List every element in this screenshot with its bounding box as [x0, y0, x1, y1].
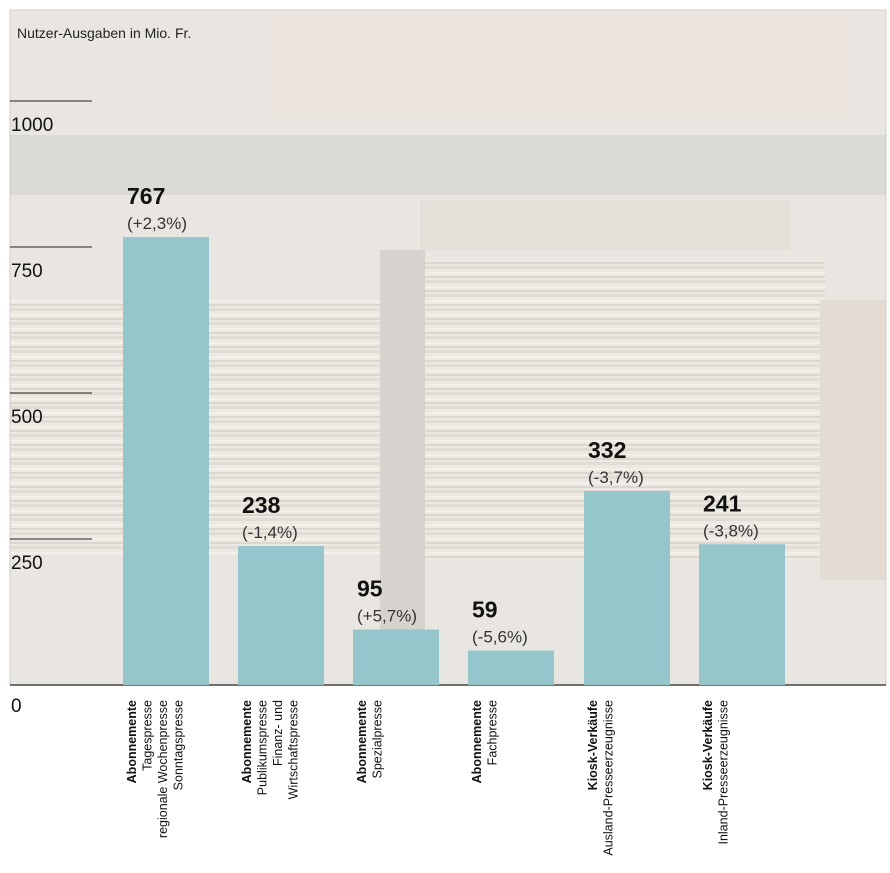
bar-value-label: 241 [703, 490, 742, 516]
bars [123, 237, 785, 685]
category-label: Fachpresse [486, 700, 500, 765]
category-label: Inland-Presseerzeugnisse [717, 700, 731, 845]
magazine-stack-edge [820, 300, 886, 580]
bar-change-label: (-5,6%) [472, 628, 528, 647]
bar [468, 650, 554, 685]
y-tick-label: 1000 [11, 115, 53, 136]
y-axis-ticks: 0 250 500 750 1000 [11, 115, 53, 717]
category-label: Publikumspresse [256, 700, 270, 795]
magazine-stack-top [270, 15, 850, 115]
category-label-group: Kiosk-Verkäufe [701, 700, 715, 790]
category-label-group: Abonnemente [125, 700, 139, 783]
y-tick-label: 0 [11, 696, 22, 717]
bar-change-label: (-3,7%) [588, 468, 644, 487]
bar [123, 237, 209, 685]
category-label-group: Abonnemente [355, 700, 369, 783]
bar [353, 629, 439, 685]
bar-change-label: (-1,4%) [242, 523, 298, 542]
category-labels: Abonnemente Tagespresse regionale Wochenpr… [125, 700, 731, 856]
bar [584, 491, 670, 685]
y-tick-label: 750 [11, 261, 43, 282]
bar-change-label: (+5,7%) [357, 607, 417, 626]
shelf-divider [380, 250, 425, 680]
category-label: regionale Wochenpresse [156, 700, 170, 838]
bar-value-label: 332 [588, 437, 626, 463]
category-label: Ausland-Presseerzeugnisse [602, 700, 616, 856]
bar [699, 544, 785, 685]
category-label: Finanz- und [271, 700, 285, 766]
category-label: Tagespresse [141, 700, 155, 771]
shelf-band [10, 135, 886, 195]
bar-value-label: 238 [242, 492, 281, 518]
bar-change-label: (+2,3%) [127, 214, 187, 233]
bar-value-label: 767 [127, 183, 165, 209]
bar [238, 546, 324, 685]
bar-value-label: 59 [472, 597, 498, 623]
bar-change-label: (-3,8%) [703, 521, 759, 540]
y-tick-label: 250 [11, 553, 43, 574]
bar-value-label: 95 [357, 576, 383, 602]
category-label: Sonntagspresse [172, 700, 186, 790]
value-labels: 767 (+2,3%) 238 (-1,4%) 95 (+5,7%) 59 (-5,6%) 33… [127, 183, 759, 646]
unit-header: Nutzer-Ausgaben in Mio. Fr. [17, 25, 191, 41]
category-label-group: Kiosk-Verkäufe [586, 700, 600, 790]
category-label: Wirtschaftspresse [287, 700, 301, 799]
category-label: Spezialpresse [371, 700, 385, 779]
y-tick-label: 500 [11, 407, 43, 428]
category-label-group: Abonnemente [470, 700, 484, 783]
magazine-top-cover [420, 200, 790, 250]
category-label-group: Abonnemente [240, 700, 254, 783]
